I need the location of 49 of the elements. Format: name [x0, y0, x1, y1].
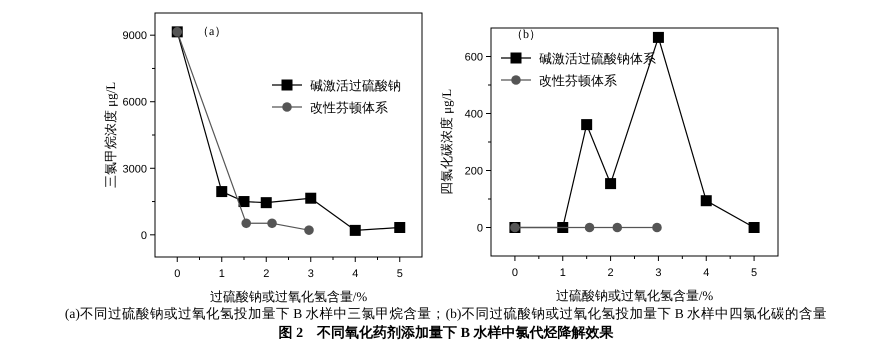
point: [305, 192, 316, 204]
legend-label: 改性芬顿体系: [539, 73, 617, 88]
point: [652, 222, 662, 232]
point: [557, 222, 568, 233]
point: [216, 186, 228, 198]
x-tick-label: 2: [263, 268, 270, 280]
y-axis-title: 四氯化碳浓度 μg/L: [439, 88, 454, 196]
y-tick-label: 9000: [122, 30, 147, 42]
point: [652, 32, 664, 43]
x-tick-label: 4: [352, 268, 358, 280]
y-tick-label: 6000: [122, 96, 147, 109]
x-tick-label: 1: [560, 267, 566, 279]
x-tick-label: 3: [308, 268, 314, 280]
point: [605, 178, 616, 190]
point: [394, 222, 406, 233]
x-tick-label: 2: [608, 267, 614, 279]
y-tick-label: 200: [464, 166, 483, 178]
point: [238, 196, 250, 208]
point: [748, 222, 760, 233]
x-tick-label: 4: [703, 267, 710, 279]
legend-label: 改性芬顿体系: [310, 100, 388, 115]
text: (a)不同过硫酸钠或过氧化氢投加量下 B 水样中三氯甲烷含量；(b)不同过硫酸钠或过氧化氢投加量下 B 水样中四氯化碳的含量: [64, 306, 828, 321]
x-tick-label: 1: [218, 268, 225, 280]
point: [350, 224, 361, 236]
y-tick-label: 400: [464, 108, 483, 120]
legend-label: 碱激活过硫酸钠: [310, 78, 401, 93]
point: [700, 195, 712, 206]
x-tick-label: 5: [751, 267, 758, 279]
x-axis-title: 过硫酸钠或过氧化氢含量/%: [210, 289, 368, 304]
x-tick-label: 3: [655, 267, 662, 279]
point: [304, 225, 314, 235]
point: [260, 197, 272, 208]
y-axis-title: 三氯甲烷浓度 μg/L: [103, 82, 118, 188]
point: [581, 119, 592, 130]
x-tick-label: 0: [174, 268, 180, 280]
point: [584, 222, 594, 232]
y-tick-label: 0: [140, 230, 147, 242]
y-tick-label: 600: [464, 52, 483, 64]
x-axis-title: 过硫酸钠或过氧化氢含量/%: [556, 288, 714, 303]
x-tick-label: 0: [512, 267, 518, 279]
annotation: （b）: [511, 27, 541, 41]
caption: 图 2 不同氧化药剂添加量下 B 水样中氯代烃降解效果: [278, 324, 614, 341]
annotation: （a）: [197, 24, 226, 38]
point: [612, 222, 622, 232]
y-tick-label: 0: [476, 222, 483, 234]
y-tick-label: 3000: [122, 163, 147, 176]
point: [241, 218, 252, 228]
x-tick-label: 5: [396, 268, 403, 280]
point: [267, 218, 277, 228]
